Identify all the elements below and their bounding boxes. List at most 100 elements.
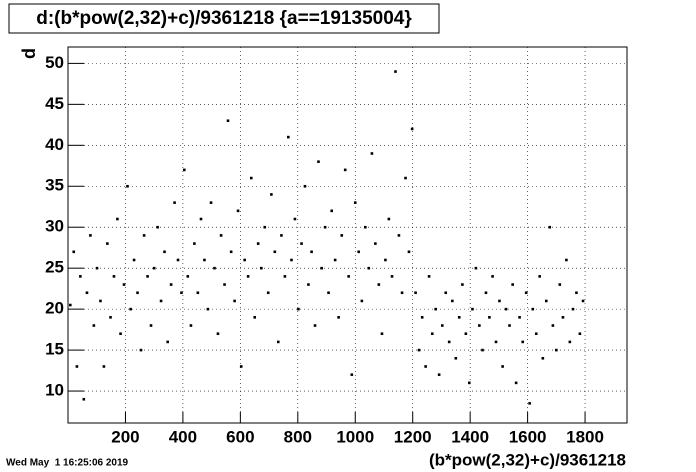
point — [430, 332, 434, 336]
y-tick-label: 45 — [45, 94, 64, 113]
point — [206, 307, 210, 311]
point — [229, 250, 233, 254]
point — [524, 291, 528, 295]
point — [112, 275, 116, 278]
point — [353, 201, 357, 204]
point — [558, 283, 562, 286]
point — [343, 168, 347, 172]
point — [427, 275, 431, 278]
x-tick-label: 200 — [111, 427, 139, 446]
point — [290, 258, 293, 262]
point — [129, 307, 132, 311]
point — [471, 307, 474, 311]
point — [303, 184, 307, 188]
point — [474, 266, 478, 270]
point — [223, 283, 226, 286]
point — [236, 209, 240, 213]
point — [199, 217, 203, 221]
point — [99, 299, 102, 303]
point — [407, 250, 411, 254]
point — [180, 291, 183, 295]
point — [320, 266, 323, 270]
y-tick-label: 30 — [45, 217, 64, 236]
x-tick-label: 1200 — [394, 427, 432, 446]
point — [337, 316, 340, 319]
point — [377, 283, 381, 286]
point — [293, 217, 297, 221]
point — [501, 365, 504, 368]
point — [156, 225, 159, 229]
point — [79, 275, 82, 278]
point — [139, 348, 143, 352]
point — [116, 217, 119, 221]
point — [89, 234, 92, 237]
point — [109, 316, 112, 319]
point — [370, 152, 374, 155]
point — [203, 258, 206, 262]
point — [461, 283, 464, 286]
point — [95, 266, 99, 270]
point — [548, 225, 552, 229]
point — [75, 365, 79, 368]
point — [364, 225, 367, 229]
point — [410, 127, 414, 131]
point — [263, 225, 267, 229]
point — [514, 381, 518, 385]
point — [571, 307, 575, 311]
point — [239, 365, 243, 368]
point — [317, 160, 320, 163]
point — [568, 340, 572, 344]
point — [243, 258, 246, 262]
point — [387, 217, 391, 221]
point — [283, 275, 287, 278]
point — [521, 340, 525, 344]
point — [384, 258, 387, 262]
point — [72, 250, 76, 254]
point — [451, 299, 454, 303]
point — [196, 291, 200, 295]
point — [390, 275, 394, 278]
y-tick-label: 50 — [45, 53, 64, 72]
point — [142, 234, 146, 237]
x-tick-label: 800 — [284, 427, 312, 446]
point — [394, 70, 397, 73]
point — [551, 324, 555, 327]
point — [478, 324, 481, 327]
point — [424, 365, 427, 368]
point — [102, 365, 106, 368]
point — [297, 307, 300, 311]
point — [360, 299, 364, 303]
point — [538, 275, 541, 278]
point — [249, 176, 253, 180]
point — [310, 250, 313, 254]
point — [219, 234, 223, 237]
point — [92, 324, 96, 327]
point — [273, 250, 277, 254]
point — [508, 324, 511, 327]
point — [414, 291, 417, 295]
y-tick-label: 20 — [45, 299, 64, 318]
point — [534, 332, 538, 336]
point — [380, 332, 384, 336]
point — [397, 234, 401, 237]
point — [132, 258, 136, 262]
y-tick-label: 25 — [45, 258, 64, 277]
point — [300, 242, 303, 245]
point — [561, 316, 565, 319]
point — [374, 242, 377, 245]
point — [347, 275, 350, 278]
point — [511, 283, 514, 286]
point — [313, 324, 317, 327]
point — [159, 299, 163, 303]
point — [126, 184, 129, 188]
point — [518, 316, 521, 319]
point — [276, 340, 280, 344]
point — [209, 201, 213, 204]
point — [494, 340, 498, 344]
point — [213, 266, 216, 270]
point — [193, 242, 196, 245]
point — [327, 291, 330, 295]
y-axis-label: d — [19, 48, 39, 59]
point — [484, 291, 488, 295]
point — [541, 356, 545, 360]
